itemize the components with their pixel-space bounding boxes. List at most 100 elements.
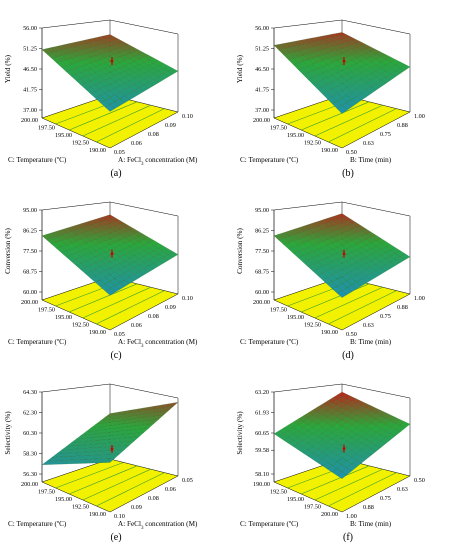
top-edge-line [273, 383, 343, 393]
x-tick-label: 0.10 [182, 295, 193, 302]
base-contour-line [69, 465, 138, 495]
base-contour-line [69, 283, 138, 313]
response-surface [41, 34, 179, 112]
z-tick-label: 46.50 [23, 66, 37, 73]
x-tick-label: 0.06 [131, 140, 142, 147]
z-tick-label: 77.50 [255, 248, 269, 255]
y-axis-label: C: Temperature (ºC) [8, 338, 67, 346]
base-contour-line [96, 108, 165, 143]
base-contour-line [82, 468, 151, 501]
x-tick-label: 0.10 [114, 513, 125, 520]
base-contour-line [301, 465, 370, 495]
base-contour-line [314, 104, 383, 137]
y-tick-label: 195.00 [287, 496, 304, 503]
z-tick-label: 51.25 [255, 46, 269, 53]
x-tick-label: 0.09 [131, 504, 142, 511]
panel-caption: (f) [343, 532, 353, 543]
response-surface [41, 402, 179, 465]
surface-cell [104, 104, 116, 112]
base-contour-line [82, 286, 151, 319]
x-tick-label: 0.10 [182, 113, 193, 120]
y-tick-label: 197.50 [304, 504, 321, 511]
z-tick-label: 62.30 [23, 410, 37, 417]
y-tick-label: 190.00 [89, 511, 106, 518]
base-contour-line [328, 108, 397, 143]
y-tick-label: 197.50 [38, 307, 55, 314]
panel-caption: (b) [342, 168, 354, 179]
y-tick-label: 195.00 [55, 132, 72, 139]
top-edge-line [273, 201, 343, 211]
chart-panel-d: 60.00 68.75 77.50 86.25 95.00 Conversion (%) 1… [236, 201, 425, 361]
chart-panel-e: 56.30 58.30 60.30 62.30 64.30 Selectivity (%)… [4, 383, 198, 543]
y-tick-label: 200.00 [21, 117, 38, 124]
y-tick-label: 192.50 [304, 140, 321, 147]
y-axis-label: C: Temperature (ºC) [8, 520, 67, 528]
base-contour-line [69, 101, 138, 131]
top-edge-line [41, 201, 111, 211]
x-tick-label: 0.09 [165, 122, 176, 129]
response-surface [273, 32, 411, 114]
response-surface [41, 214, 179, 296]
y-tick-label: 195.00 [287, 314, 304, 321]
base-contour-line [328, 472, 397, 507]
y-tick-label: 190.00 [253, 481, 270, 488]
top-edge-line [109, 201, 179, 217]
y-tick-label: 197.50 [38, 489, 55, 496]
y-axis-label: C: Temperature (ºC) [240, 520, 299, 528]
y-tick-label: 190.00 [321, 329, 338, 336]
center-point-dot [342, 447, 346, 450]
z-axis-label: Conversion (%) [4, 228, 12, 274]
x-tick-label: 1.00 [346, 513, 357, 520]
y-tick-label: 200.00 [253, 117, 270, 124]
y-tick-label: 192.50 [72, 140, 89, 147]
z-tick-label: 37.00 [23, 107, 37, 114]
y-axis-label: C: Temperature (ºC) [240, 156, 299, 164]
y-axis-label: C: Temperature (ºC) [240, 338, 299, 346]
top-edge-line [41, 19, 111, 29]
y-tick-label: 192.50 [270, 489, 287, 496]
x-axis-label: B: Time (min) [350, 520, 392, 528]
y-tick-label: 197.50 [270, 125, 287, 132]
y-tick-label: 200.00 [21, 481, 38, 488]
x-tick-label: 0.88 [397, 304, 408, 311]
panel-caption: (a) [110, 168, 121, 179]
z-axis-label: Selectivity (%) [236, 411, 244, 455]
y-tick-label: 200.00 [321, 511, 338, 518]
top-edge-line [341, 201, 411, 217]
y-tick-label: 195.00 [287, 132, 304, 139]
center-point-dot [342, 252, 346, 256]
y-tick-label: 190.00 [89, 147, 106, 154]
chart-panel-f: 58.10 59.58 60.65 61.93 63.20 Selectivity (%)… [236, 383, 425, 543]
y-tick-label: 200.00 [253, 299, 270, 306]
y-tick-label: 190.00 [89, 329, 106, 336]
z-tick-label: 46.50 [255, 66, 269, 73]
x-tick-label: 0.50 [414, 477, 425, 484]
x-tick-label: 0.05 [114, 331, 125, 338]
top-edge-line [41, 383, 111, 393]
z-tick-label: 56.00 [255, 25, 269, 32]
y-tick-label: 197.50 [270, 307, 287, 314]
surface-cell [336, 105, 348, 114]
z-tick-label: 41.75 [255, 87, 269, 94]
z-tick-label: 60.00 [23, 289, 37, 296]
x-tick-label: 0.63 [363, 322, 374, 329]
x-axis-label: A: FeCl3 concentration (M) [118, 338, 198, 349]
y-tick-label: 190.00 [321, 147, 338, 154]
x-tick-label: 0.75 [380, 131, 391, 138]
chart-panel-b: 37.00 41.75 46.50 51.25 56.00 Yield (%) 190.00… [236, 19, 425, 179]
base-contour-line [314, 286, 383, 319]
y-axis-label: C: Temperature (ºC) [8, 156, 67, 164]
surface-cell [104, 458, 116, 463]
z-tick-label: 37.00 [255, 107, 269, 114]
x-tick-label: 0.75 [380, 495, 391, 502]
base-contour-line [82, 104, 151, 137]
panel-caption: (e) [110, 532, 121, 543]
top-edge-line [341, 383, 411, 399]
surface-cell [336, 471, 348, 479]
y-tick-label: 200.00 [21, 299, 38, 306]
x-axis-label: A: FeCl3 concentration (M) [118, 520, 198, 531]
x-tick-label: 0.05 [182, 477, 193, 484]
base-contour-line [55, 462, 124, 489]
x-axis-label: A: FeCl3 concentration (M) [118, 156, 198, 167]
z-axis-label: Conversion (%) [236, 228, 244, 274]
